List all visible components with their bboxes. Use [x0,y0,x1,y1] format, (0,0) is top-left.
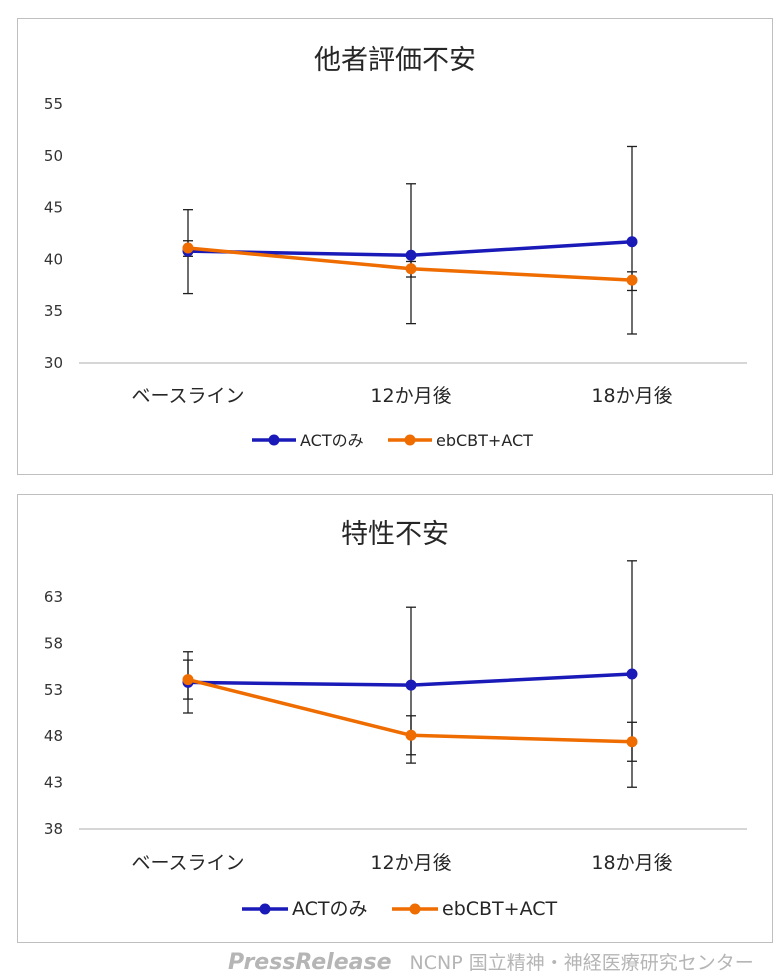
x-category-label: 18か月後 [591,385,672,407]
data-point [626,236,638,248]
data-point [182,674,194,686]
legend-marker [409,903,421,915]
chart-title: 他者評価不安 [314,45,476,76]
y-tick-label: 45 [44,199,63,217]
y-tick-label: 30 [44,354,63,372]
x-category-label: 12か月後 [370,385,451,407]
y-tick-label: 40 [44,250,63,268]
data-point [405,263,417,275]
y-tick-label: 35 [44,302,63,320]
legend-label: ebCBT+ACT [442,898,558,920]
footer-org: NCNP 国立精神・神経医療研究センター [409,952,754,974]
chart-anxiety-others: 他者評価不安 30 35 40 45 50 55 ベースライン 12か月後 18か月後 ACTのみ e… [44,45,747,450]
legend-label: ebCBT+ACT [436,431,533,450]
chart-panel-bottom: 特性不安 38 43 48 53 58 63 ベースライン 12か月後 18か月後 ACTのみ ebC… [17,494,773,943]
data-point [182,242,194,254]
legend-marker [404,434,416,446]
x-category-label: ベースライン [131,852,244,874]
y-tick-label: 55 [44,95,63,113]
y-tick-label: 50 [44,147,63,165]
data-point [626,668,638,680]
data-point [405,679,417,691]
y-tick-label: 43 [44,774,63,792]
chart-panel-top: 他者評価不安 30 35 40 45 50 55 ベースライン 12か月後 18か月後 ACTのみ e… [17,18,773,475]
chart-trait-anxiety: 特性不安 38 43 48 53 58 63 ベースライン 12か月後 18か月後 ACTのみ ebC… [44,519,747,920]
y-tick-label: 53 [44,681,63,699]
data-point [405,249,417,261]
y-tick-label: 38 [44,820,63,838]
y-tick-label: 63 [44,588,63,606]
legend-marker [259,903,271,915]
legend-label: ACTのみ [300,431,364,450]
legend-label: ACTのみ [292,898,368,920]
footer-credit: PressRelease NCNP 国立精神・神経医療研究センター [228,948,754,975]
y-tick-label: 48 [44,727,63,745]
x-category-label: 12か月後 [370,852,451,874]
x-category-label: ベースライン [131,385,244,407]
x-category-label: 18か月後 [591,852,672,874]
footer-brand: PressRelease [228,950,392,975]
y-tick-label: 58 [44,634,63,652]
data-point [405,729,417,741]
legend-marker [268,434,280,446]
data-point [626,274,638,286]
data-point [626,736,638,748]
chart-title: 特性不安 [341,519,449,550]
